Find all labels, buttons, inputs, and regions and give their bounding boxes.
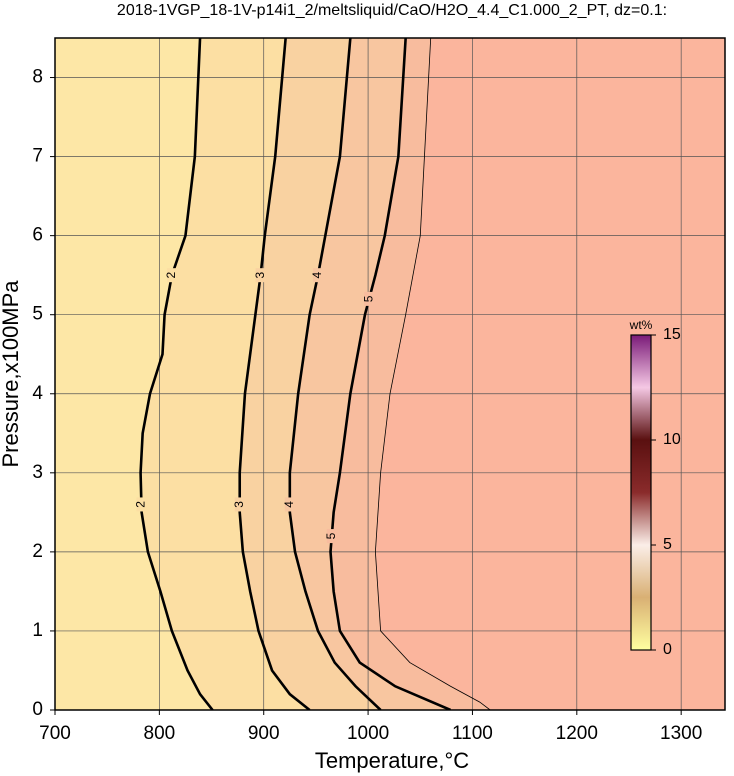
contour-label: 4: [310, 272, 324, 279]
x-tick-label: 1300: [660, 723, 702, 744]
contour-label: 3: [232, 501, 246, 508]
y-tick-label: 0: [32, 699, 43, 720]
contour-line: [139, 38, 214, 710]
chart-title: 2018-1VGP_18-1V-p14i1_2/meltsliquid/CaO/…: [117, 2, 667, 19]
contour-label: 4: [282, 501, 296, 508]
x-tick-label: 1000: [347, 723, 389, 744]
contour-label-bg: [166, 268, 177, 283]
contour-label: 2: [164, 272, 178, 279]
contour-line: [288, 38, 382, 710]
contour-label-bg: [255, 268, 266, 283]
colorbar-tick-label: 10: [663, 431, 681, 448]
y-tick-label: 3: [32, 462, 43, 483]
contour-label: 5: [324, 532, 338, 539]
contour-label: 3: [253, 272, 267, 279]
contour-line: [374, 38, 491, 710]
contour-label-bg: [136, 497, 147, 512]
x-tick-label: 800: [144, 723, 176, 744]
colorbar-label: wt%: [629, 318, 653, 332]
contour-line: [238, 38, 311, 710]
plot-frame: [54, 37, 726, 711]
contour-label-bg: [364, 291, 375, 306]
y-tick-label: 6: [32, 225, 43, 246]
x-tick-label: 700: [39, 723, 71, 744]
contour-line: [329, 38, 452, 710]
x-tick-label: 1100: [452, 723, 493, 744]
contour-label-bg: [234, 497, 245, 512]
x-tick-label: 1200: [556, 723, 598, 744]
y-tick-label: 2: [32, 541, 43, 562]
colorbar: [630, 334, 652, 651]
y-axis-label: Pressure,x100MPa: [0, 280, 23, 468]
y-tick-label: 4: [32, 383, 43, 404]
colorbar-tick-label: 0: [663, 641, 672, 658]
y-tick-label: 7: [32, 146, 43, 167]
contour-fill: [375, 38, 725, 710]
x-tick-label: 900: [248, 723, 280, 744]
y-tick-label: 1: [32, 620, 43, 641]
x-axis-label: Temperature,°C: [315, 748, 469, 773]
contour-label: 2: [134, 501, 148, 508]
contour-label: 5: [361, 295, 375, 302]
y-tick-label: 8: [32, 67, 43, 88]
colorbar-tick-label: 15: [663, 326, 681, 343]
plot-area: 2 2 3 3 4 4 5 5: [55, 38, 725, 710]
contour-label-bg: [284, 497, 295, 512]
colorbar-tick-label: 5: [663, 536, 672, 553]
y-tick-label: 5: [32, 304, 43, 325]
contour-label-bg: [312, 268, 323, 283]
contour-label-bg: [326, 529, 337, 544]
